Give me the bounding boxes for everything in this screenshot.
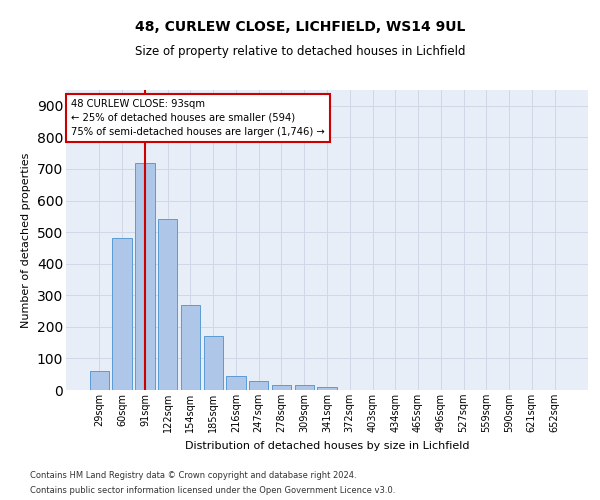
Bar [158, 220, 178, 390]
Bar [272, 386, 291, 390]
Bar [317, 388, 337, 390]
Text: Size of property relative to detached houses in Lichfield: Size of property relative to detached ho… [135, 45, 465, 58]
Y-axis label: Number of detached properties: Number of detached properties [21, 152, 31, 328]
Text: Contains public sector information licensed under the Open Government Licence v3: Contains public sector information licen… [30, 486, 395, 495]
Text: 48, CURLEW CLOSE, LICHFIELD, WS14 9UL: 48, CURLEW CLOSE, LICHFIELD, WS14 9UL [135, 20, 465, 34]
X-axis label: Distribution of detached houses by size in Lichfield: Distribution of detached houses by size … [185, 440, 469, 450]
Text: 48 CURLEW CLOSE: 93sqm
← 25% of detached houses are smaller (594)
75% of semi-de: 48 CURLEW CLOSE: 93sqm ← 25% of detached… [71, 99, 325, 137]
Bar [112, 238, 132, 390]
Bar [203, 336, 223, 390]
Bar [181, 304, 200, 390]
Bar [295, 386, 314, 390]
Bar [90, 371, 109, 390]
Bar [226, 376, 245, 390]
Bar [249, 380, 268, 390]
Bar [135, 162, 155, 390]
Text: Contains HM Land Registry data © Crown copyright and database right 2024.: Contains HM Land Registry data © Crown c… [30, 471, 356, 480]
